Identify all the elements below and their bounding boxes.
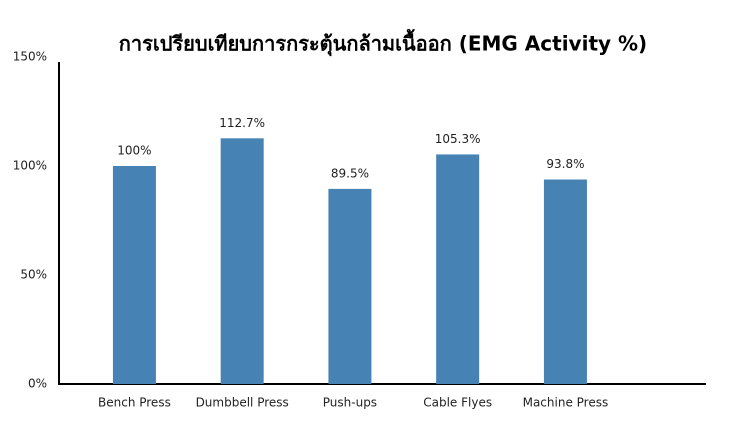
value-label: 112.7% (219, 116, 265, 130)
x-tick-label: Bench Press (98, 396, 171, 410)
y-tick-label: 50% (20, 268, 47, 282)
x-tick-label: Dumbbell Press (196, 396, 289, 410)
value-label: 89.5% (331, 166, 369, 180)
x-tick-label: Cable Flyes (423, 396, 492, 410)
chart-title: การเปรียบเทียบการกระตุ้นกล้ามเนื้ออก (EM… (119, 29, 647, 57)
x-tick-label: Push-ups (323, 396, 377, 410)
x-tick-label: Machine Press (523, 396, 609, 410)
bar (220, 138, 264, 384)
value-label: 100% (117, 144, 151, 158)
bar (328, 188, 372, 384)
bar (112, 166, 156, 384)
bar (543, 179, 587, 384)
y-tick-label: 0% (28, 377, 47, 391)
bar (436, 154, 480, 384)
value-label: 105.3% (435, 132, 481, 146)
y-tick-label: 100% (13, 159, 47, 173)
value-label: 93.8% (546, 157, 584, 171)
y-tick-label: 150% (13, 50, 47, 64)
